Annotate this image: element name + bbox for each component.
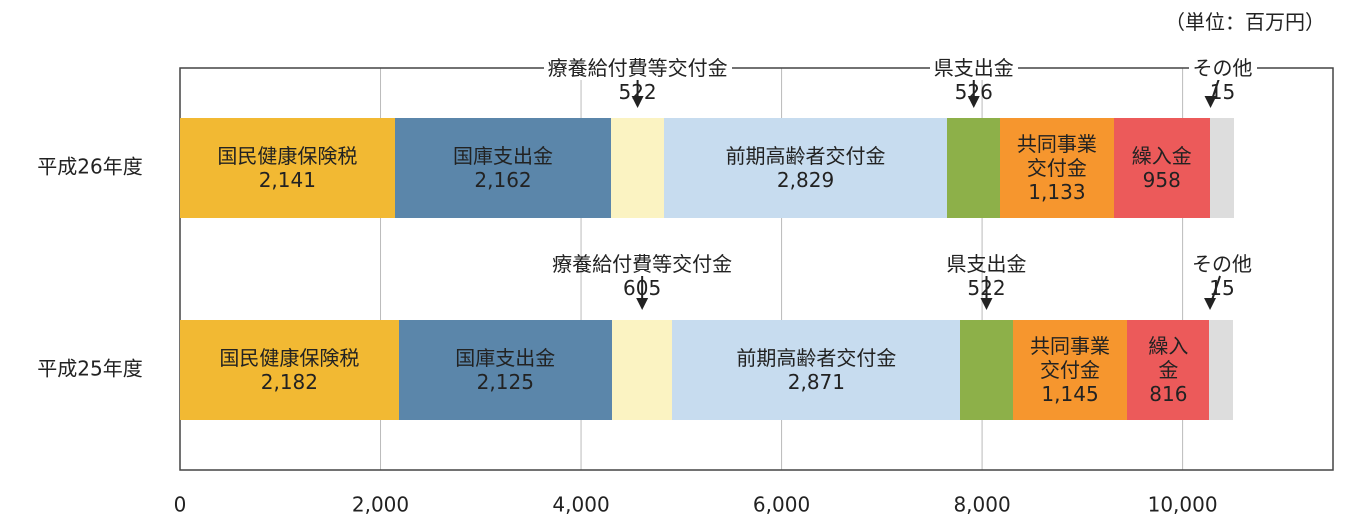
bar-label: 県支出金: [929, 56, 1018, 80]
value-label: 522: [618, 80, 657, 104]
bar: 前期高齢者交付金 2,829: [663, 118, 948, 218]
bar: 前期高齢者交付金 2,871: [672, 320, 961, 420]
bar: [960, 320, 1013, 420]
bar: 共同事業交付金 1,133: [1000, 118, 1114, 218]
arrow-head: [967, 96, 980, 108]
bar: [611, 118, 664, 218]
bar-label: 国庫支出金: [453, 144, 554, 168]
bar-label: 県支出金: [946, 252, 1027, 276]
value-label: 526: [954, 80, 993, 104]
value-label: 605: [623, 276, 662, 300]
bar-label: 療養給付費等交付金: [543, 56, 732, 80]
value-label: 2,871: [787, 370, 846, 394]
value-label: 2,141: [258, 168, 316, 192]
arrow-head: [1204, 298, 1217, 310]
x-tick-label: 4,000: [552, 493, 609, 517]
bar-label: 前期高齢者交付金: [736, 346, 897, 370]
x-tick-label: 6,000: [753, 493, 810, 517]
arrow-head: [1204, 96, 1217, 108]
bar: 国民健康保険税 2,182: [180, 320, 399, 420]
bar: 繰入金 958: [1113, 118, 1210, 218]
bar: 国庫支出金 2,162: [394, 118, 612, 218]
bar: 繰入金 816: [1127, 320, 1210, 420]
x-tick-label: 2,000: [352, 493, 409, 517]
value-label: 2,162: [474, 168, 532, 192]
bar-label: 共同事業交付金: [1016, 132, 1097, 180]
bar: 国庫支出金 2,125: [398, 320, 612, 420]
plot-frame: [179, 67, 1334, 471]
bar-label: 前期高齢者交付金: [725, 144, 886, 168]
bar: [611, 320, 673, 420]
unit-label: （単位：百万円）: [1165, 10, 1325, 34]
value-label: 522: [967, 276, 1006, 300]
category-label: 平成26年度: [37, 155, 142, 179]
bar-label: 繰入金: [1131, 144, 1192, 168]
bar: [1209, 118, 1234, 218]
value-label: 2,829: [776, 168, 835, 192]
arrow-head: [980, 298, 993, 310]
arrow-head: [636, 298, 649, 310]
x-tick-label: 8,000: [953, 493, 1010, 517]
x-tick-label: 0: [174, 493, 187, 517]
value-label: 1,133: [1028, 180, 1086, 204]
bar: [1209, 320, 1234, 420]
bar-label: 療養給付費等交付金: [552, 252, 733, 276]
bar-label: 国庫支出金: [455, 346, 556, 370]
bar-label: その他: [1192, 252, 1253, 276]
value-label: 816: [1149, 382, 1188, 406]
value-label: 15: [1209, 80, 1236, 104]
bar-label: 国民健康保険税: [219, 346, 360, 370]
value-label: 1,145: [1041, 382, 1099, 406]
arrow-head: [631, 96, 644, 108]
bar-label: 国民健康保険税: [217, 144, 358, 168]
bar: [947, 118, 1001, 218]
bar: 国民健康保険税 2,141: [180, 118, 395, 218]
value-label: 958: [1142, 168, 1181, 192]
category-label: 平成25年度: [37, 357, 142, 381]
bar-label: その他: [1188, 56, 1257, 80]
value-label: 15: [1209, 276, 1235, 300]
value-label: 2,182: [260, 370, 319, 394]
bar: 共同事業交付金 1,145: [1012, 320, 1128, 420]
bar-label: 繰入金: [1148, 334, 1189, 382]
value-label: 2,125: [476, 370, 534, 394]
x-tick-label: 10,000: [1148, 493, 1218, 517]
bar-label: 共同事業交付金: [1030, 334, 1111, 382]
